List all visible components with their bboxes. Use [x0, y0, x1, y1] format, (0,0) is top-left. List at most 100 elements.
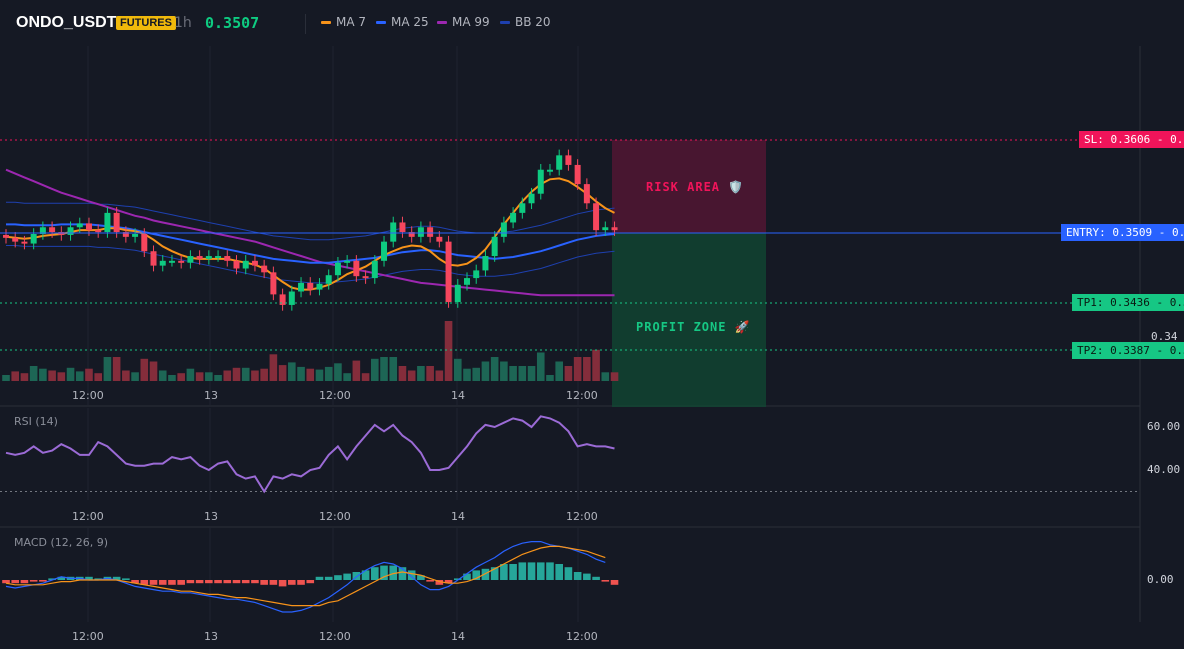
- futures-badge: FUTURES: [116, 16, 176, 30]
- macd-histogram-bar: [555, 564, 563, 580]
- macd-signal-line: [5, 545, 606, 607]
- volume-bar: [536, 352, 545, 381]
- macd-histogram-bar: [186, 580, 195, 584]
- candle-body: [519, 203, 526, 213]
- bb20-swatch: [500, 20, 510, 24]
- macd-histogram-bar: [306, 580, 315, 584]
- time-tick: 12:00: [566, 510, 598, 523]
- time-tick: 12:00: [319, 630, 351, 643]
- time-tick: 14: [451, 389, 465, 402]
- risk-area-label: RISK AREA 🛡️: [646, 180, 745, 194]
- macd-histogram-bar: [297, 580, 305, 585]
- macd-histogram-bar: [472, 570, 481, 580]
- volume-bar: [407, 370, 416, 381]
- macd-histogram-bar: [610, 580, 619, 585]
- ma7-swatch: [321, 20, 331, 24]
- chart-header: ONDO_USDT FUTURES 1h 0.3507 MA 7 MA 25 M…: [0, 0, 1184, 46]
- legend-ma7[interactable]: MA 7: [321, 15, 366, 29]
- candle-body: [168, 260, 175, 263]
- candle-body: [49, 227, 56, 233]
- volume-bar: [112, 357, 121, 381]
- candle-body: [546, 169, 553, 172]
- legend-ma99[interactable]: MA 99: [437, 15, 490, 29]
- volume-bar: [251, 370, 259, 381]
- volume-bar: [20, 373, 29, 381]
- macd-histogram-bar: [380, 565, 388, 580]
- candle-body: [427, 227, 434, 237]
- macd-axis-zero: 0.00: [1147, 573, 1174, 586]
- candle-body: [510, 212, 517, 223]
- volume-bar: [610, 372, 619, 381]
- macd-histogram-bar: [371, 567, 379, 580]
- macd-histogram-bar: [417, 575, 425, 580]
- volume-bar: [241, 367, 250, 381]
- candle-body: [417, 227, 424, 237]
- volume-bar: [352, 360, 361, 381]
- macd-histogram-bar: [334, 575, 342, 580]
- entry-tag[interactable]: ENTRY: 0.3509 - 0.35: [1061, 224, 1184, 241]
- tp2-tag[interactable]: TP2: 0.3387 - 0.34: [1072, 342, 1184, 359]
- candle-body: [344, 260, 351, 263]
- tp1-tag[interactable]: TP1: 0.3436 - 0.34: [1072, 294, 1184, 311]
- volume-bar: [2, 375, 10, 381]
- volume-bar: [592, 349, 600, 381]
- profit-zone-box: [612, 233, 766, 407]
- candle-body: [279, 294, 286, 305]
- ma99-line: [5, 168, 615, 297]
- rsi-panel: [0, 415, 1140, 494]
- volume-bar: [435, 370, 444, 381]
- legend-bb20[interactable]: BB 20: [500, 15, 551, 29]
- volume-bar: [214, 375, 222, 381]
- macd-histogram-bar: [315, 576, 324, 580]
- volume-bar: [288, 362, 296, 381]
- macd-histogram-bar: [2, 580, 10, 584]
- candle-body: [390, 222, 397, 242]
- volume-bar: [564, 366, 573, 381]
- candle-body: [316, 283, 323, 290]
- volume-bar: [389, 357, 398, 381]
- candle-body: [574, 164, 581, 185]
- symbol-title[interactable]: ONDO_USDT: [16, 14, 117, 31]
- macd-histogram-bar: [269, 580, 278, 585]
- volume-bar: [232, 367, 241, 381]
- volume-bar: [48, 370, 56, 381]
- candle-body: [482, 256, 489, 271]
- candle-body: [233, 260, 240, 269]
- volume-bar: [315, 369, 324, 381]
- moving-averages: [5, 168, 615, 297]
- macd-histogram-bar: [11, 580, 20, 584]
- candle-body: [39, 227, 46, 234]
- volume-bar: [518, 366, 527, 381]
- candle-body: [464, 278, 470, 285]
- volume-bar: [11, 371, 20, 381]
- trade-zones: [612, 140, 766, 407]
- bollinger-band: [6, 201, 615, 284]
- timeframe-label[interactable]: 1h: [174, 15, 192, 31]
- sl-tag[interactable]: SL: 0.3606 - 0.36: [1079, 131, 1184, 148]
- time-tick: 12:00: [72, 630, 104, 643]
- candle-body: [583, 184, 590, 204]
- time-tick: 12:00: [72, 510, 104, 523]
- candle-body: [76, 223, 83, 228]
- legend-ma25[interactable]: MA 25: [376, 15, 429, 29]
- macd-histogram-bar: [536, 562, 545, 580]
- candle-body: [602, 227, 609, 231]
- last-price: 0.3507: [205, 14, 260, 32]
- volume-bar: [278, 365, 287, 381]
- candle-body: [159, 260, 166, 266]
- time-tick: 12:00: [319, 510, 351, 523]
- candle-body: [261, 265, 268, 273]
- volume-bar: [500, 361, 508, 381]
- volume-bar: [546, 375, 554, 381]
- volume-bar: [223, 370, 232, 381]
- rsi-line: [5, 415, 615, 494]
- candle-body: [325, 275, 332, 284]
- bb-upper-line: [6, 201, 615, 241]
- price-axis-tick: 0.34: [1151, 330, 1178, 343]
- candle-body: [122, 232, 129, 237]
- ma7-line: [5, 177, 615, 291]
- candle-body: [611, 227, 618, 231]
- volume-bar: [103, 357, 112, 381]
- macd-histogram-bar: [546, 562, 554, 580]
